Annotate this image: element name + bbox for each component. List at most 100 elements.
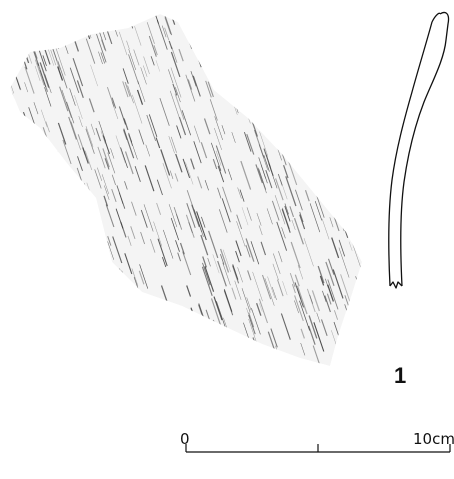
cord-mark-stroke — [130, 226, 136, 240]
cord-mark-stroke — [270, 328, 278, 348]
cord-mark-stroke — [246, 297, 252, 311]
cord-mark-stroke — [107, 236, 112, 246]
cord-mark-stroke — [220, 248, 230, 273]
cord-mark-stroke — [267, 276, 276, 299]
cord-mark-stroke — [214, 127, 222, 150]
cord-mark-stroke — [266, 208, 273, 225]
cord-mark-stroke — [324, 295, 331, 313]
cord-mark-stroke — [193, 141, 202, 164]
cord-mark-stroke — [138, 129, 145, 145]
cord-mark-stroke — [131, 268, 139, 286]
cord-mark-stroke — [175, 87, 181, 103]
cord-mark-stroke — [172, 83, 178, 96]
cord-mark-stroke — [215, 150, 222, 166]
cord-mark-stroke — [220, 253, 225, 265]
cord-mark-stroke — [255, 164, 263, 184]
cord-mark-stroke — [85, 126, 94, 147]
cord-mark-stroke — [284, 203, 289, 215]
cord-mark-stroke — [115, 135, 126, 163]
cord-mark-stroke — [239, 189, 245, 202]
cord-mark-stroke — [100, 52, 106, 64]
cord-mark-stroke — [178, 117, 187, 136]
cord-mark-stroke — [204, 179, 209, 191]
cord-mark-stroke — [111, 174, 116, 186]
cord-mark-stroke — [273, 253, 281, 274]
cord-mark-stroke — [96, 33, 107, 63]
cord-mark-stroke — [37, 47, 47, 72]
cord-mark-stroke — [69, 67, 80, 94]
cord-mark-stroke — [294, 282, 304, 308]
cord-mark-stroke — [252, 271, 263, 302]
cord-mark-stroke — [128, 132, 133, 143]
cord-mark-stroke — [181, 110, 192, 136]
cord-mark-stroke — [139, 264, 149, 289]
cord-mark-stroke — [57, 61, 68, 89]
cord-mark-stroke — [236, 214, 243, 230]
cord-mark-stroke — [123, 118, 129, 131]
cord-mark-stroke — [245, 244, 251, 258]
cord-mark-stroke — [209, 99, 218, 121]
cord-mark-stroke — [201, 216, 206, 228]
cord-mark-stroke — [281, 227, 286, 239]
cord-mark-stroke — [128, 49, 137, 71]
cord-mark-stroke — [210, 142, 222, 172]
cord-mark-stroke — [39, 62, 50, 88]
cord-mark-stroke — [174, 173, 179, 182]
cord-mark-stroke — [169, 90, 180, 118]
cord-mark-stroke — [300, 328, 305, 339]
cord-mark-stroke — [291, 284, 296, 294]
cord-mark-stroke — [196, 216, 202, 233]
cord-mark-stroke — [200, 234, 209, 256]
cord-mark-stroke — [122, 68, 129, 84]
cord-mark-stroke — [192, 75, 201, 97]
cord-mark-stroke — [232, 264, 239, 280]
cord-mark-stroke — [40, 109, 48, 127]
cord-mark-stroke — [246, 207, 252, 221]
cord-mark-stroke — [74, 95, 83, 119]
cord-mark-stroke — [237, 187, 242, 199]
cord-mark-stroke — [299, 300, 310, 331]
cord-mark-stroke — [216, 301, 227, 331]
cord-mark-stroke — [334, 310, 338, 320]
cord-mark-stroke — [143, 204, 154, 232]
cord-mark-stroke — [294, 300, 299, 314]
cord-mark-stroke — [215, 145, 227, 174]
cord-mark-stroke — [213, 296, 223, 321]
cord-mark-stroke — [185, 162, 194, 185]
cord-mark-stroke — [44, 74, 52, 94]
cord-mark-stroke — [168, 136, 175, 154]
cord-mark-stroke — [235, 250, 240, 263]
cord-mark-stroke — [241, 288, 251, 313]
cord-mark-stroke — [340, 274, 352, 305]
cord-mark-stroke — [177, 252, 182, 262]
cord-mark-stroke — [55, 47, 66, 76]
cord-mark-stroke — [217, 187, 222, 199]
cord-mark-stroke — [115, 208, 124, 229]
cord-mark-stroke — [284, 205, 291, 222]
cord-mark-stroke — [127, 235, 132, 246]
cord-mark-stroke — [111, 97, 117, 109]
cord-mark-stroke — [268, 163, 278, 189]
cord-mark-stroke — [95, 127, 102, 142]
cord-mark-stroke — [162, 14, 173, 36]
cord-mark-stroke — [309, 294, 313, 304]
cord-mark-stroke — [299, 214, 306, 230]
cord-mark-stroke — [294, 295, 304, 322]
cord-mark-stroke — [327, 279, 339, 310]
cord-mark-stroke — [124, 181, 128, 190]
cord-mark-stroke — [265, 169, 273, 189]
cord-mark-stroke — [277, 173, 283, 186]
cord-mark-stroke — [297, 288, 302, 300]
cord-mark-stroke — [169, 170, 174, 180]
cord-mark-stroke — [248, 312, 255, 328]
cord-mark-stroke — [322, 290, 327, 302]
cord-mark-stroke — [190, 70, 197, 87]
cord-mark-stroke — [276, 221, 288, 251]
cord-mark-stroke — [76, 80, 84, 98]
cord-mark-stroke — [104, 158, 110, 170]
cord-mark-stroke — [45, 121, 50, 133]
cord-mark-stroke — [111, 101, 119, 120]
cord-mark-stroke — [84, 150, 93, 171]
cord-mark-stroke — [94, 169, 102, 189]
cord-mark-stroke — [97, 167, 103, 181]
